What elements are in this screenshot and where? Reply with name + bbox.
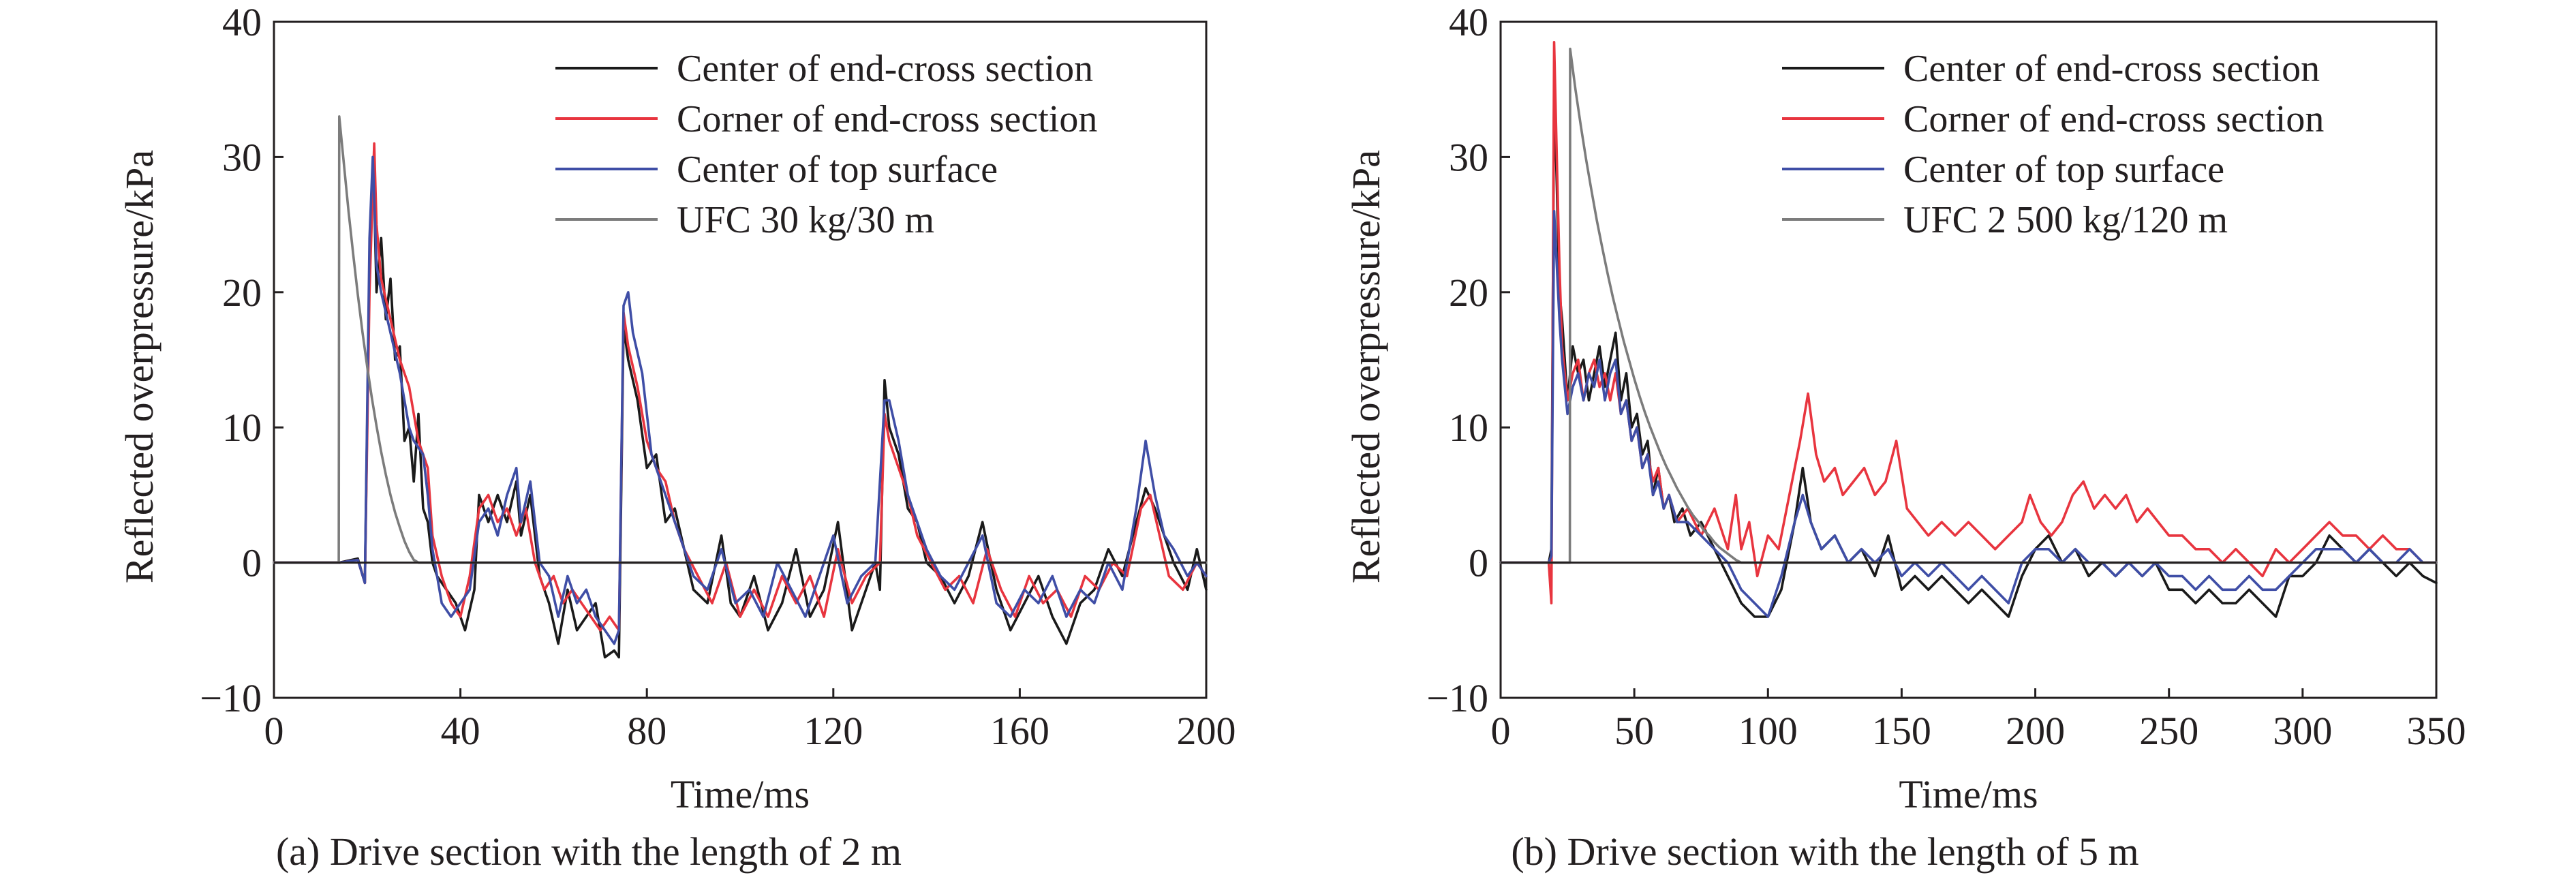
y-tick-label: −10 [200, 676, 262, 720]
y-tick-label: 30 [1449, 135, 1488, 179]
legend-label: Corner of end-cross section [677, 98, 1097, 140]
y-tick-label: 0 [242, 541, 262, 585]
y-axis-label: Reflected overpressure/kPa [1344, 150, 1388, 583]
legend-label: Center of top surface [677, 149, 998, 191]
x-tick-label: 100 [1738, 709, 1798, 753]
chart-caption: (a) Drive section with the length of 2 m [276, 829, 902, 874]
y-axis-label: Reflected overpressure/kPa [117, 150, 162, 583]
x-axis-label: Time/ms [1899, 772, 2038, 816]
chart-caption: (b) Drive section with the length of 5 m [1511, 829, 2138, 874]
plot-frame [1499, 20, 2438, 699]
y-tick-label: 40 [222, 0, 262, 44]
x-tick-label: 0 [1491, 709, 1511, 753]
plot-frame [273, 20, 1208, 699]
series-line-4 [1499, 47, 2438, 564]
y-tick-label: 10 [222, 405, 262, 450]
legend-label: UFC 2 500 kg/120 m [1903, 199, 2228, 241]
x-tick-label: 250 [2139, 709, 2198, 753]
x-tick-label: 150 [1872, 709, 1931, 753]
series-line-3 [273, 155, 1208, 645]
y-tick-label: 20 [222, 271, 262, 315]
x-tick-label: 0 [264, 709, 284, 753]
legend-label: Center of end-cross section [1903, 48, 2320, 90]
x-tick-label: 120 [803, 709, 863, 753]
legend-label: Center of top surface [1903, 149, 2224, 191]
y-tick-label: 30 [222, 135, 262, 179]
legend-label: UFC 30 kg/30 m [677, 199, 934, 241]
legend-label: Corner of end-cross section [1903, 98, 2324, 140]
y-tick-label: −10 [1426, 676, 1488, 720]
y-tick-label: 40 [1449, 0, 1488, 44]
x-axis-label: Time/ms [671, 772, 810, 816]
x-tick-label: 50 [1614, 709, 1654, 753]
legend-label: Center of end-cross section [677, 48, 1093, 90]
series-line-4 [273, 115, 1208, 564]
x-tick-label: 200 [1177, 709, 1236, 753]
series-line-2 [1499, 41, 2438, 604]
y-tick-label: 0 [1469, 541, 1488, 585]
chart-b: 0 50 100 150 200 250 300 350−10010203040Center … [1344, 0, 2466, 874]
x-tick-label: 160 [990, 709, 1049, 753]
y-tick-label: 10 [1449, 405, 1488, 450]
x-tick-label: 40 [441, 709, 480, 753]
y-tick-label: 20 [1449, 271, 1488, 315]
series-line-3 [1499, 210, 2438, 618]
x-tick-label: 200 [2006, 709, 2065, 753]
x-tick-label: 80 [627, 709, 666, 753]
x-tick-label: 300 [2273, 709, 2332, 753]
x-tick-label: 350 [2407, 709, 2466, 753]
